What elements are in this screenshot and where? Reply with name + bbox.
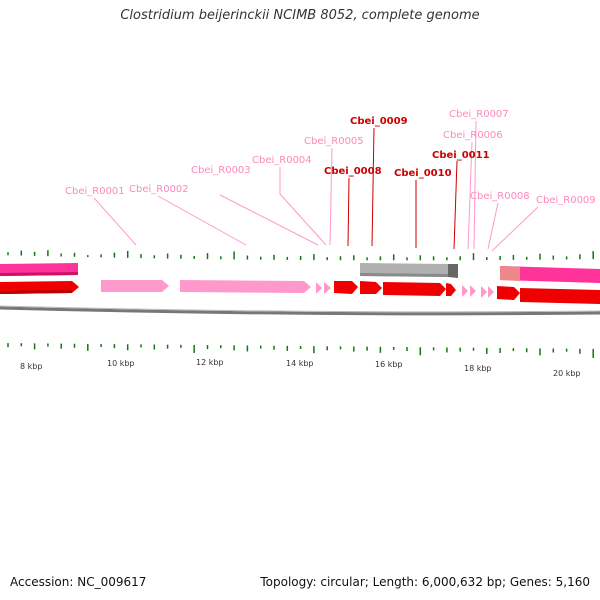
gene-label-0010: Cbei_0010 (394, 168, 452, 179)
gene-pink-arrow-d (470, 285, 476, 297)
leader-r0007 (473, 120, 477, 250)
scale-label-20kbp: 20 kbp (553, 369, 581, 378)
leader-r0001 (93, 197, 137, 246)
gc-ticks-bottom (7, 343, 594, 358)
gc-ticks-top (7, 250, 594, 261)
scale-label-group: 8 kbp 10 kbp 12 kbp 14 kbp 16 kbp 18 kbp… (20, 358, 581, 378)
gene-cbei-0009 (360, 281, 382, 294)
gene-label-r0009: Cbei_R0009 (536, 195, 596, 206)
gene-cbei-0011 (446, 283, 456, 296)
gene-red-right-2 (520, 288, 600, 304)
gene-label-0008: Cbei_0008 (324, 166, 382, 177)
scale-label-18kbp: 18 kbp (464, 364, 492, 373)
scale-label-10kbp: 10 kbp (107, 359, 135, 368)
gene-label-r0005: Cbei_R0005 (304, 136, 364, 147)
gene-red-shade (0, 290, 72, 294)
gene-magenta-right (500, 266, 600, 283)
gene-cbei-0008 (334, 281, 358, 294)
gene-label-r0008: Cbei_R0008 (470, 191, 530, 202)
leader-r0004 (279, 167, 327, 246)
leader-r0006 (467, 141, 473, 250)
backbone-arc-highlight (0, 305, 600, 313)
scale-label-8kbp: 8 kbp (20, 362, 42, 371)
leader-0008 (347, 177, 350, 247)
leader-0011 (453, 160, 458, 250)
gene-cbei-0010 (383, 282, 446, 296)
gene-red-right-1 (497, 286, 520, 300)
gene-pink-arrow-c (462, 285, 468, 297)
gene-label-r0004: Cbei_R0004 (252, 155, 312, 166)
label-leader-lines (93, 120, 539, 252)
gene-label-group: Cbei_R0001 Cbei_R0002 Cbei_R0003 Cbei_R0… (65, 109, 596, 206)
gene-pink-arrow-b (324, 282, 331, 294)
gene-label-0011: Cbei_0011 (432, 150, 490, 161)
leader-r0009 (491, 206, 539, 252)
gene-label-r0007: Cbei_R0007 (449, 109, 509, 120)
genome-title: Clostridium beijerinckii NCIMB 8052, com… (120, 8, 480, 23)
gene-pink-2 (180, 280, 311, 293)
leader-r0003 (219, 194, 319, 246)
gene-label-0009: Cbei_0009 (350, 116, 408, 127)
gene-magenta-right-light (500, 266, 520, 281)
gene-label-r0003: Cbei_R0003 (191, 165, 251, 176)
gene-gray-block-shade (360, 273, 448, 277)
gene-pink-arrow-e (481, 286, 487, 298)
scale-label-16kbp: 16 kbp (375, 360, 403, 369)
gene-gray-tip (448, 264, 458, 278)
gene-pink-arrow-f (488, 286, 494, 298)
leader-r0005 (329, 147, 333, 246)
scale-label-12kbp: 12 kbp (196, 358, 224, 367)
gene-magenta-left-shade (0, 272, 78, 276)
gene-label-r0006: Cbei_R0006 (443, 130, 503, 141)
gene-label-r0002: Cbei_R0002 (129, 184, 189, 195)
leader-r0008 (487, 202, 499, 250)
leader-0009 (371, 127, 375, 247)
leader-r0002 (157, 195, 247, 246)
gene-pink-1 (101, 280, 169, 292)
gene-pink-arrow-a (316, 282, 322, 294)
topology-text: Topology: circular; Length: 6,000,632 bp… (260, 575, 590, 589)
backbone-arc (0, 306, 600, 316)
scale-label-14kbp: 14 kbp (286, 359, 314, 368)
gene-label-r0001: Cbei_R0001 (65, 186, 125, 197)
accession-text: Accession: NC_009617 (10, 575, 147, 589)
